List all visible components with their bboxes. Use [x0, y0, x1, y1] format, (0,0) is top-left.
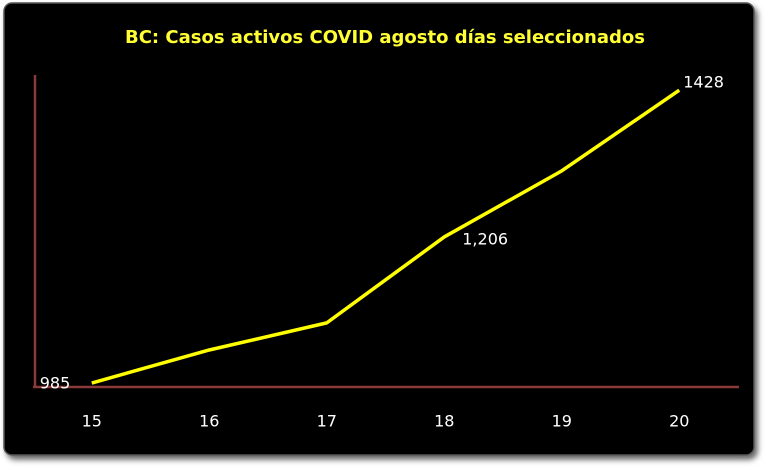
x-tick-label: 17 — [317, 412, 337, 431]
x-tick-label: 18 — [434, 412, 454, 431]
data-label: 985 — [40, 374, 71, 393]
x-tick-label: 20 — [669, 412, 689, 431]
chart-background — [3, 2, 755, 456]
x-tick-label: 16 — [199, 412, 219, 431]
x-tick-label: 19 — [552, 412, 572, 431]
x-tick-label: 15 — [82, 412, 102, 431]
data-label: 1428 — [683, 73, 724, 92]
chart-title: BC: Casos activos COVID agosto días sele… — [125, 27, 645, 48]
data-label: 1,206 — [462, 229, 508, 248]
data-line — [91, 88, 681, 385]
